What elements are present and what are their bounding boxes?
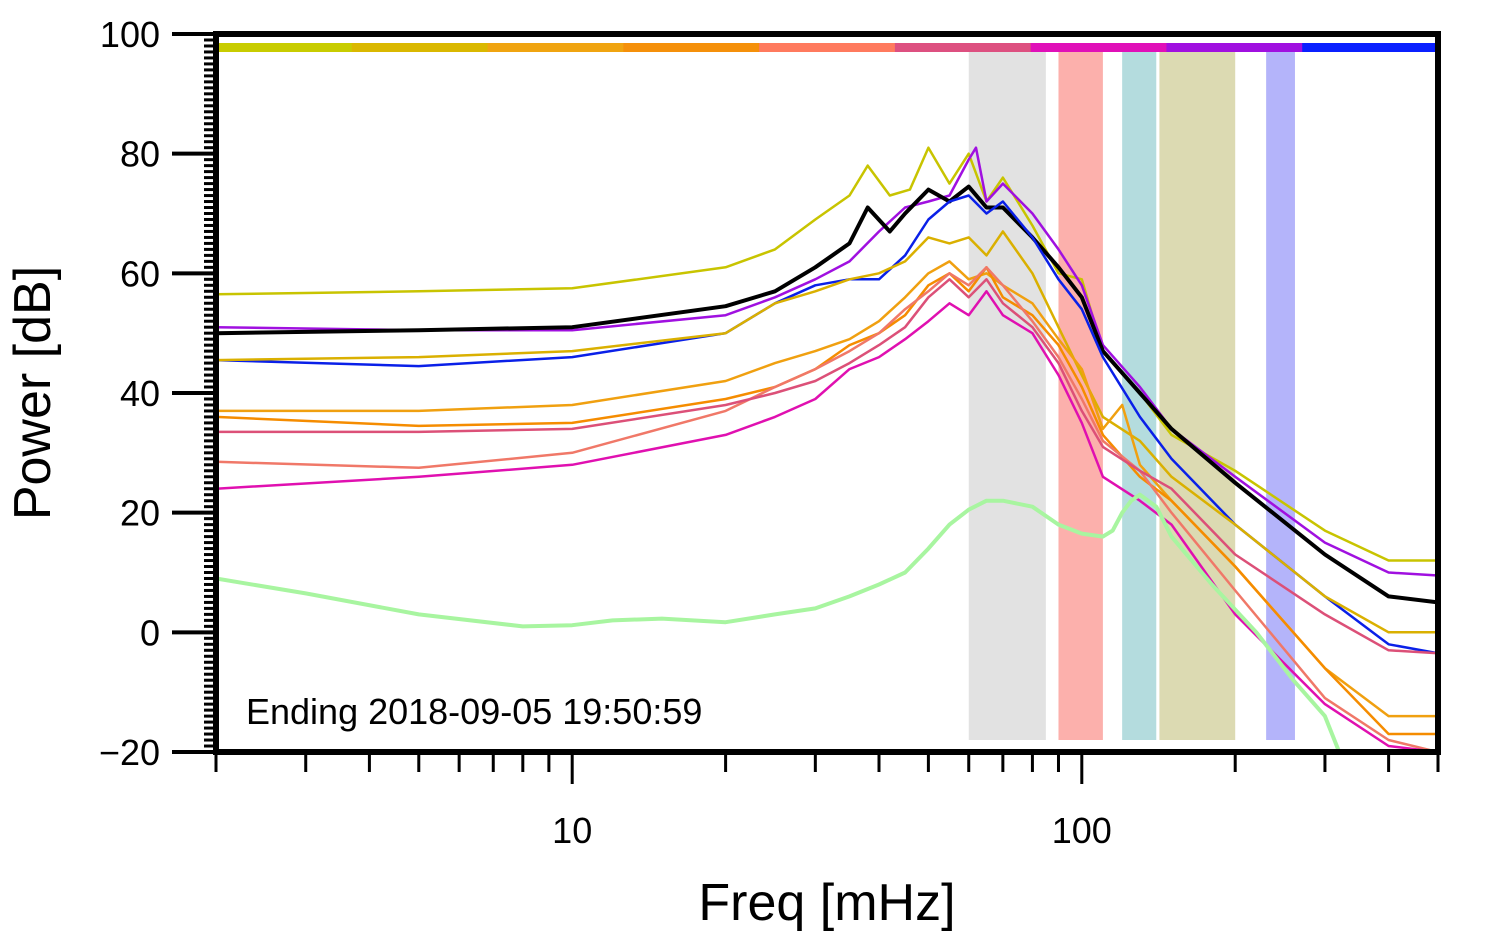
frequency-band-4 [1266,52,1295,740]
color-bar-segment-3 [623,43,760,52]
x-axis-label: Freq [mHz] [698,874,955,932]
y-tick-label: 60 [120,253,160,294]
plot-frame [213,31,1441,755]
frequency-bands [968,52,1295,740]
ending-timestamp: Ending 2018-09-05 19:50:59 [246,691,702,732]
color-bar-segment-7 [1166,43,1303,52]
series-line-magenta [216,290,1438,752]
series-line-rose [216,278,1438,655]
series-line-salmon [216,266,1438,752]
series-line-black [216,184,1438,605]
y-tick-label: 20 [120,493,160,534]
series-line-gold [216,230,1438,634]
series-line-olive [216,146,1438,562]
y-tick-label: 100 [100,14,160,55]
color-bar-segment-5 [894,43,1032,52]
x-tick-label: 10 [552,810,592,851]
color-bar-segment-4 [759,43,896,52]
color-bar-segment-2 [487,43,624,52]
y-tick-label: −20 [99,732,160,773]
color-bar-segment-8 [1302,43,1439,52]
frequency-band-0 [968,52,1046,740]
x-axis-ticks: 10 100 [214,752,1440,851]
y-axis-label: Power [dB] [4,266,62,520]
y-tick-label: 0 [140,612,160,653]
x-tick-label: 100 [1052,810,1112,851]
series-line-orange2 [216,266,1438,736]
color-bar [216,43,1439,52]
series-line-lightgreen [216,492,1342,752]
color-bar-segment-6 [1030,43,1167,52]
color-bar-segment-1 [351,43,489,52]
frequency-band-3 [1159,52,1236,740]
y-tick-label: 40 [120,373,160,414]
y-tick-label: 80 [120,134,160,175]
series-lines [216,146,1438,752]
color-bar-segment-0 [216,43,353,52]
